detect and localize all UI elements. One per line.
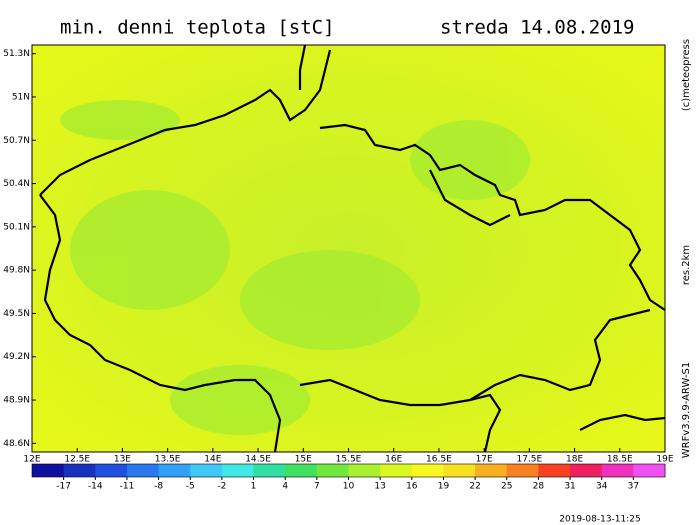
colorbar-tick-label: -11 (120, 482, 135, 492)
x-tick-label: 18E (566, 455, 583, 465)
x-tick-label: 12E (23, 455, 40, 465)
colorbar-segment (411, 464, 444, 477)
y-tick-label: 51.3N (3, 49, 30, 59)
y-tick-label: 49.2N (3, 352, 30, 362)
timestamp: 2019-08-13-11:25 (559, 515, 641, 525)
colorbar-segment (285, 464, 318, 477)
colorbar-tick-label: 37 (628, 482, 639, 492)
y-tick-label: 48.6N (3, 439, 30, 449)
colorbar-segment (443, 464, 476, 477)
colorbar-tick-label: -2 (217, 482, 226, 492)
y-tick-label: 48.9N (3, 396, 30, 406)
colorbar-tick-label: 13 (374, 482, 385, 492)
x-tick-label: 17E (476, 455, 493, 465)
colorbar-segment (221, 464, 255, 477)
country-borders (39, 44, 666, 453)
colorbar-segment (126, 464, 160, 477)
y-tick-label: 51N (12, 92, 30, 102)
x-tick-label: 19E (656, 455, 673, 465)
colorbar-segment (506, 464, 539, 477)
colorbar-tick-label: 16 (406, 482, 418, 492)
y-tick-label: 49.5N (3, 309, 30, 319)
credit: (c)meteopress (681, 39, 692, 111)
colorbar-tick-label: 19 (438, 482, 450, 492)
y-tick-label: 49.8N (3, 266, 30, 276)
y-tick-label: 50.4N (3, 179, 30, 189)
colorbar-tick-label: 25 (501, 482, 512, 492)
x-tick-label: 15.5E (336, 455, 362, 465)
resolution: res.2km (681, 245, 692, 285)
cooler-areas (60, 100, 530, 435)
colorbar-segment (538, 464, 571, 477)
model-name: WRFv3.9.9-ARW-S1 (681, 362, 692, 459)
colorbar-tick-label: -8 (154, 482, 163, 492)
colorbar-segment (633, 464, 666, 477)
x-tick-label: 18.5E (607, 455, 633, 465)
colorbar-tick-label: 34 (596, 482, 608, 492)
colorbar-tick-label: 7 (314, 482, 320, 492)
x-tick-label: 14.5E (245, 455, 271, 465)
colorbar-segment (63, 464, 96, 477)
x-tick-label: 13E (114, 455, 131, 465)
colorbar-segment (190, 464, 223, 477)
colorbar-tick-label: 28 (533, 482, 545, 492)
colorbar-tick-label: -5 (186, 482, 195, 492)
y-tick-label: 50.7N (3, 136, 30, 146)
colorbar-tick-label: 10 (343, 482, 355, 492)
y-tick-label: 50.1N (3, 222, 30, 232)
x-tick-label: 15E (295, 455, 312, 465)
colorbar-segment (253, 464, 286, 477)
map-title: min. denni teplota [stC] (60, 17, 335, 39)
colorbar-segment (380, 464, 413, 477)
colorbar-segment (158, 464, 191, 477)
x-tick-label: 13.5E (155, 455, 181, 465)
x-tick-label: 12.5E (64, 455, 90, 465)
x-tick-label: 17.5E (516, 455, 542, 465)
colorbar-segment (570, 464, 603, 477)
colorbar-segment (475, 464, 508, 477)
colorbar-segment (95, 464, 128, 477)
colorbar-segment (32, 464, 65, 477)
colorbar-tick-label: -14 (88, 482, 103, 492)
x-tick-label: 16E (385, 455, 402, 465)
x-tick-label: 16.5E (426, 455, 452, 465)
colorbar-tick-label: 31 (564, 482, 575, 492)
colorbar-segment (316, 464, 349, 477)
colorbar-segment (601, 464, 634, 477)
x-tick-label: 14E (204, 455, 221, 465)
map-date: streda 14.08.2019 (440, 17, 634, 39)
colorbar-segment (348, 464, 381, 477)
colorbar-tick-label: 4 (282, 482, 288, 492)
colorbar-tick-label: 22 (469, 482, 480, 492)
colorbar-tick-label: 1 (251, 482, 257, 492)
colorbar-tick-label: -17 (56, 482, 71, 492)
